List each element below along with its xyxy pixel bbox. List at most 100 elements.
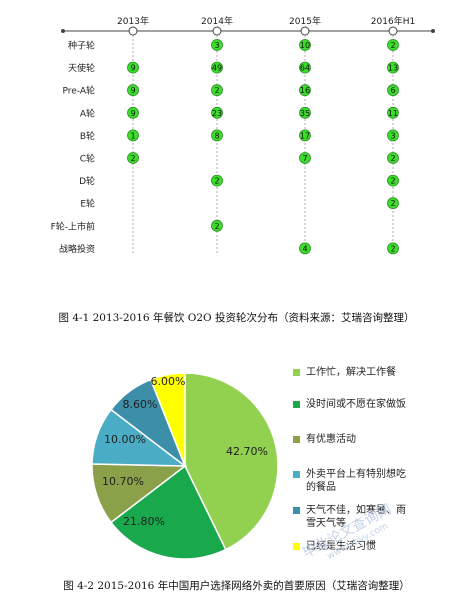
count-bubble: 8 <box>211 129 223 142</box>
count-bubble: 2 <box>387 174 399 187</box>
count-bubble: 2 <box>387 197 399 210</box>
year-label: 2016年H1 <box>371 15 415 27</box>
count-bubble: 2 <box>211 84 223 97</box>
count-label: 9 <box>130 109 135 118</box>
count-bubble: 13 <box>387 61 399 74</box>
count-bubble: 17 <box>299 129 311 142</box>
count-label: 64 <box>300 64 310 73</box>
year-label: 2015年 <box>289 15 321 27</box>
count-bubble: 10 <box>299 39 311 51</box>
count-label: 2 <box>390 154 395 163</box>
count-bubble: 3 <box>387 129 399 142</box>
figure-2-caption: 图 4-2 2015-2016 年中国用户选择网络外卖的首要原因（艾瑞咨询整理） <box>63 580 410 592</box>
pie-slice <box>91 408 188 467</box>
count-label: 16 <box>300 86 310 95</box>
year-marker <box>212 26 222 36</box>
legend-label: 工作忙，解决工作餐 <box>306 367 396 378</box>
count-bubble: 1 <box>127 129 139 142</box>
axis-end-marker <box>431 29 435 33</box>
count-label: 13 <box>388 64 398 73</box>
count-label: 2 <box>390 41 395 50</box>
year-label: 2013年 <box>117 15 149 27</box>
legend-swatch <box>293 543 300 550</box>
pie-slice <box>149 372 186 467</box>
slice-value-label: 42.70% <box>226 445 268 458</box>
count-bubble: 6 <box>387 84 399 97</box>
legend-item: 没时间或不愿在家做饭 <box>293 398 406 411</box>
count-label: 4 <box>302 244 307 253</box>
slice-value-label: 21.80% <box>123 515 165 528</box>
round-label: A轮 <box>80 107 95 119</box>
count-label: 17 <box>300 131 310 140</box>
count-bubble: 35 <box>299 106 311 119</box>
legend-label: 有优惠活动 <box>306 434 356 445</box>
count-bubble: 3 <box>211 39 223 51</box>
legend-label: 外卖平台上有特别想吃 的餐品 <box>306 469 406 493</box>
legend-label: 天气不佳，如寒暑、雨 雪天气等 <box>306 505 406 529</box>
legend-swatch <box>293 507 300 514</box>
count-label: 23 <box>212 109 222 118</box>
count-bubble: 2 <box>127 152 139 164</box>
slice-value-label: 10.00% <box>104 433 146 446</box>
legend-label: 没时间或不愿在家做饭 <box>306 399 406 410</box>
count-label: 2 <box>390 177 395 186</box>
count-bubble: 9 <box>127 84 139 97</box>
legend-item: 天气不佳，如寒暑、雨 雪天气等 <box>293 504 406 530</box>
count-label: 35 <box>300 109 310 118</box>
count-label: 49 <box>212 64 222 73</box>
round-label: E轮 <box>80 198 95 210</box>
count-bubble: 7 <box>299 152 311 164</box>
axis-start-marker <box>61 29 65 33</box>
count-bubble: 16 <box>299 84 311 97</box>
slice-value-label: 8.60% <box>123 398 158 411</box>
pie-slice <box>91 463 188 524</box>
round-label: 战略投资 <box>59 243 95 255</box>
count-label: 3 <box>214 41 219 50</box>
count-bubble: 64 <box>299 61 311 74</box>
legend-item: 有优惠活动 <box>293 433 356 446</box>
count-label: 2 <box>214 86 219 95</box>
count-bubble: 9 <box>127 61 139 74</box>
count-label: 2 <box>130 154 135 163</box>
count-label: 6 <box>390 86 395 95</box>
count-label: 2 <box>390 244 395 253</box>
count-bubble: 49 <box>211 61 223 74</box>
year-marker <box>300 26 310 36</box>
count-label: 8 <box>214 131 219 140</box>
round-label: Pre-A轮 <box>62 85 95 97</box>
legend-swatch <box>293 401 300 408</box>
pie-slice <box>184 372 279 551</box>
count-bubble: 4 <box>299 242 311 255</box>
count-label: 11 <box>388 109 398 118</box>
count-bubble: 9 <box>127 106 139 119</box>
count-bubble: 23 <box>211 106 223 119</box>
count-bubble: 2 <box>211 219 223 232</box>
year-label: 2014年 <box>201 15 233 27</box>
legend-swatch <box>293 436 300 443</box>
year-marker <box>388 26 398 36</box>
count-label: 2 <box>390 199 395 208</box>
slice-value-label: 6.00% <box>151 375 186 388</box>
slice-value-label: 10.70% <box>102 475 144 488</box>
round-label: C轮 <box>80 153 95 165</box>
legend-label: 已经是生活习惯 <box>306 541 376 552</box>
count-label: 1 <box>130 131 135 140</box>
legend-swatch <box>293 369 300 376</box>
count-bubble: 2 <box>387 152 399 164</box>
count-label: 9 <box>130 64 135 73</box>
year-marker <box>128 26 138 36</box>
legend-item: 外卖平台上有特别想吃 的餐品 <box>293 468 406 494</box>
pie-slice <box>110 464 227 560</box>
pie-slice <box>110 378 187 469</box>
count-label: 9 <box>130 86 135 95</box>
count-bubble: 2 <box>387 39 399 51</box>
count-label: 3 <box>390 131 395 140</box>
count-bubble: 2 <box>211 174 223 187</box>
round-label: 种子轮 <box>68 40 95 52</box>
count-label: 2 <box>214 177 219 186</box>
round-label: D轮 <box>79 175 95 187</box>
legend-item: 已经是生活习惯 <box>293 540 376 553</box>
figure-1-caption: 图 4-1 2013-2016 年餐饮 O2O 投资轮次分布（资料来源：艾瑞咨询… <box>58 312 415 324</box>
round-label: 天使轮 <box>68 62 95 74</box>
